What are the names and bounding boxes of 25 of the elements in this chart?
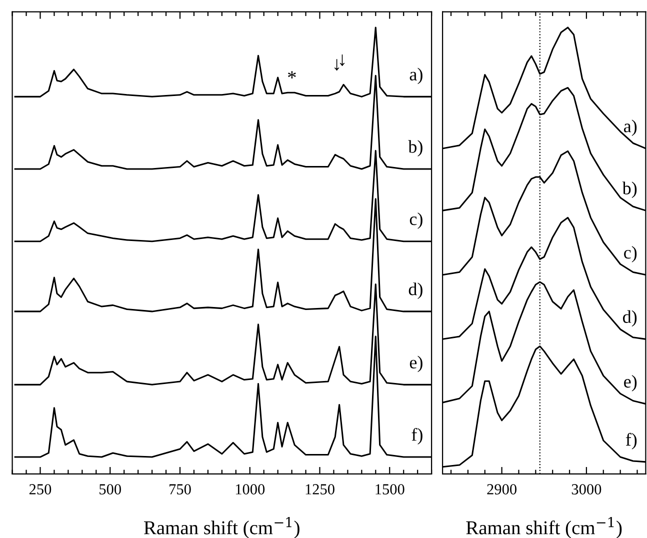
series-label: f) [412, 428, 422, 445]
annotation: ↓ [334, 59, 340, 71]
x-axis-title: Raman shift (cm$^{−1}$) [144, 517, 300, 538]
x-tick-label: 250 [29, 484, 52, 494]
series-label: d) [408, 282, 422, 299]
x-tick-label: 2900 [487, 484, 516, 494]
x-tick-label: 3000 [572, 484, 602, 494]
series-label: c) [624, 246, 637, 262]
series-label: a) [624, 120, 637, 136]
series-label: a) [410, 68, 422, 84]
x-tick-label: 1500 [376, 484, 404, 494]
x-tick-label: 500 [100, 484, 121, 494]
x-tick-label: 1000 [236, 484, 265, 494]
annotation: * [288, 71, 296, 78]
series-label: e) [624, 375, 637, 392]
series-label: c) [410, 212, 422, 229]
x-axis-title: Raman shift (cm$^{−1}$) [466, 517, 622, 538]
x-tick-label: 750 [170, 484, 191, 494]
series-label: e) [410, 356, 422, 372]
annotation: ↓ [340, 54, 345, 66]
series-label: f) [626, 432, 637, 450]
x-tick-label: 1250 [306, 484, 334, 494]
series-label: b) [408, 140, 422, 157]
series-label: b) [622, 182, 637, 198]
series-label: d) [622, 310, 637, 327]
